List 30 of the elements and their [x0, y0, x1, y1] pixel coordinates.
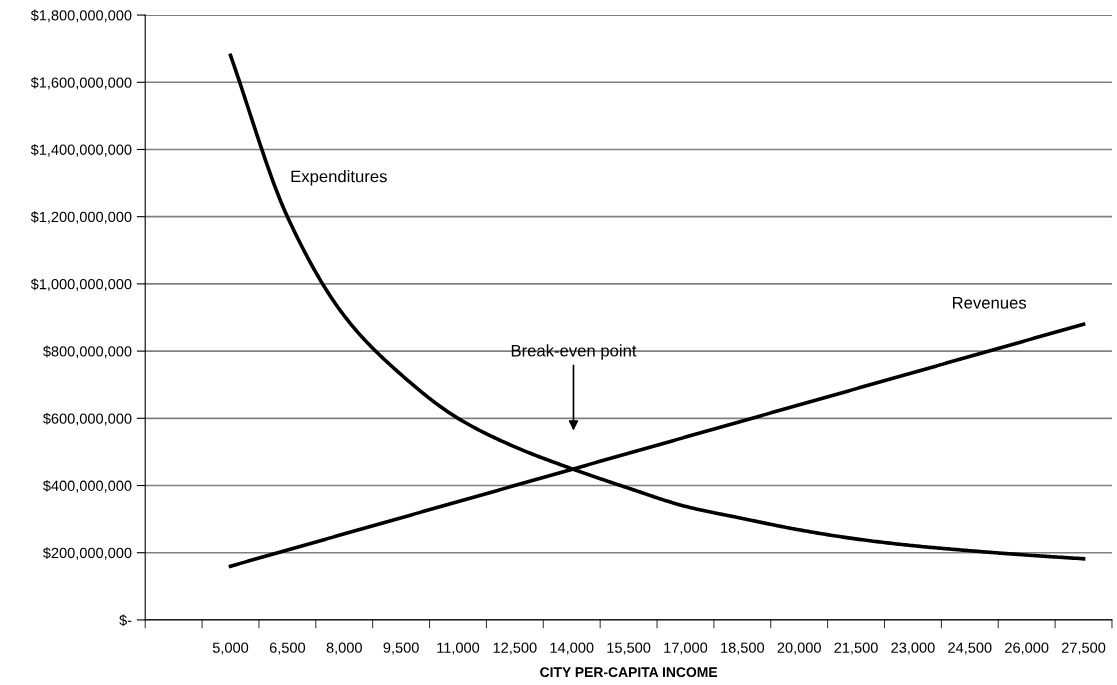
- x-tick-label: 5,000: [212, 642, 249, 655]
- y-tick-label: $1,000,000,000: [30, 278, 132, 292]
- x-tick-label: 23,000: [891, 642, 935, 655]
- x-tick-label: 18,500: [721, 642, 765, 655]
- x-tick-label: 14,000: [550, 642, 594, 655]
- x-tick-label: 27,500: [1061, 642, 1106, 655]
- x-tick-label: 26,000: [1005, 642, 1049, 655]
- y-tick-label: $1,400,000,000: [30, 143, 132, 157]
- series-label: Revenues: [952, 297, 1027, 309]
- x-tick-label: 20,000: [777, 642, 821, 655]
- x-axis-title: CITY PER-CAPITA INCOME: [540, 667, 718, 678]
- y-tick-label: $200,000,000: [42, 547, 132, 560]
- y-tick-label: $-: [119, 614, 132, 627]
- y-tick-label: $600,000,000: [42, 412, 132, 426]
- y-tick-label: $400,000,000: [42, 480, 132, 493]
- y-tick-label: $1,200,000,000: [30, 211, 132, 224]
- x-tick-label: 24,500: [948, 642, 992, 655]
- x-tick-label: 15,500: [607, 642, 651, 655]
- x-tick-label: 11,000: [437, 642, 480, 655]
- y-tick-label: $1,800,000,000: [30, 9, 132, 23]
- x-tick-label: 12,500: [493, 642, 537, 655]
- x-tick-label: 9,500: [383, 642, 419, 655]
- x-tick-label: 21,500: [834, 642, 878, 655]
- x-tick-label: 6,500: [269, 642, 306, 655]
- y-tick-label: $1,600,000,000: [30, 76, 132, 90]
- x-tick-label: 8,000: [326, 642, 362, 655]
- y-tick-label: $800,000,000: [42, 345, 132, 359]
- series-label: Expenditures: [291, 170, 387, 186]
- x-tick-label: 17,000: [664, 642, 708, 655]
- annotation: Break-even point: [511, 344, 637, 360]
